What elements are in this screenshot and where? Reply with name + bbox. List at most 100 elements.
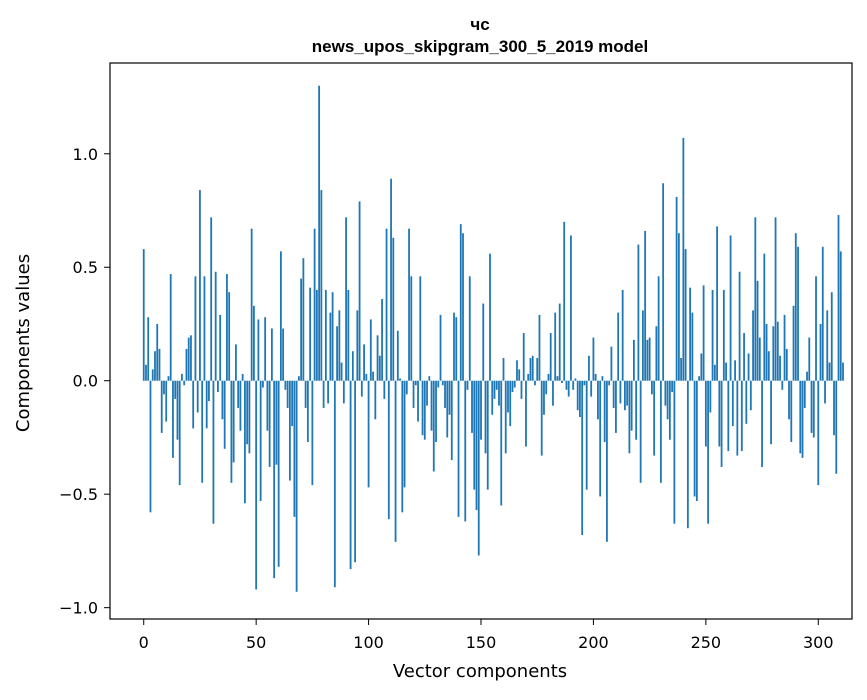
bar [819,323,822,381]
bar [403,380,406,488]
bar [284,380,287,390]
bar [430,380,433,431]
bar [297,376,300,381]
bar [729,235,732,381]
bar [228,292,231,381]
bar [601,376,604,381]
bar [338,310,341,381]
bar [417,380,419,422]
bar [646,339,649,381]
bar [167,376,170,381]
bar [235,344,237,381]
bar [257,319,260,381]
x-tick-label: 0 [139,633,149,652]
bar [799,380,802,454]
bar [785,348,788,381]
bar [219,314,222,381]
bar [300,278,303,381]
bar [154,351,156,381]
bar [426,380,428,406]
bar [205,380,208,429]
bar [185,348,188,381]
bar [268,380,271,467]
bar [401,380,404,513]
bar [349,380,352,570]
bar [151,369,154,381]
bar [709,380,712,413]
bar [273,380,276,579]
bar [716,226,718,381]
bar [824,380,826,404]
bar [668,380,671,440]
bar [142,249,145,381]
bar [270,328,273,381]
bar [331,292,334,381]
bar [695,380,698,501]
bar [621,289,624,381]
bar [558,303,561,381]
bar [619,380,622,404]
bar [815,276,817,381]
bar [253,305,255,381]
bar [437,380,440,388]
bar [376,335,379,381]
bar [740,380,743,452]
bar [588,355,590,381]
bar [495,380,498,390]
bar [691,312,694,381]
bar [801,380,804,458]
bar [266,380,269,431]
bar [342,380,345,404]
bar [783,314,786,381]
bar [369,319,372,381]
bar [682,137,685,381]
bar [671,380,674,393]
bar [309,287,312,381]
bars-layer [142,85,844,592]
bar [210,217,213,381]
bar [806,371,808,381]
bar [772,326,775,381]
bar [581,380,584,536]
bar [507,380,509,413]
x-tick-label: 50 [246,633,266,652]
bar [504,380,507,454]
bar [327,380,329,404]
bar [250,228,253,381]
bar [446,380,449,438]
bar [255,380,258,590]
bar [291,380,294,427]
bar [536,358,539,381]
bar [383,380,386,399]
bar [221,380,224,420]
bar [340,362,343,381]
bar [239,380,242,431]
bar [527,373,530,381]
bar [223,380,226,449]
bar [259,380,262,501]
bar [603,380,606,442]
bar [423,380,426,440]
bar [147,317,150,381]
bar [513,380,516,388]
bar [208,380,210,402]
bar [833,380,835,436]
bar [194,276,197,381]
bar [471,380,473,433]
bar [480,380,482,440]
bar [444,380,446,408]
bar [754,217,757,381]
bar [293,380,296,517]
bar [399,378,401,381]
y-tick-label: −1.0 [59,599,98,618]
bar [372,371,374,381]
bar [163,380,165,395]
bar [633,339,635,381]
bar [302,258,305,381]
bar [630,380,633,431]
bar [484,380,487,454]
bar [641,310,644,381]
bar [567,380,570,397]
bar [686,380,689,529]
